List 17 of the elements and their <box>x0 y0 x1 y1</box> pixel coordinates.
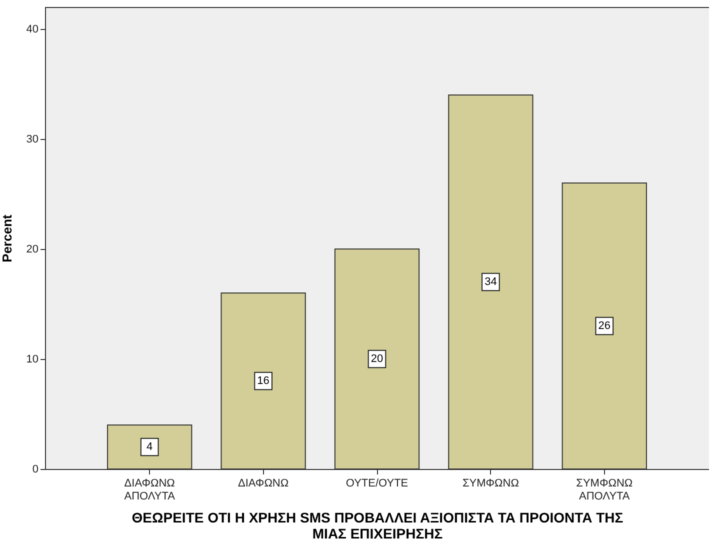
x-tick-label: ΣΥΜΦΩΝΩ <box>462 478 519 490</box>
y-tick-label: 30 <box>26 134 38 146</box>
y-tick-label: 20 <box>26 244 38 256</box>
data-label: 20 <box>370 353 384 365</box>
x-tick-label: ΔΙΑΦΩΝΩ <box>238 478 289 490</box>
x-tick-label: ΣΥΜΦΩΝΩ ΑΠΟΛΥΤΑ <box>576 478 633 502</box>
data-label: 4 <box>146 441 153 453</box>
y-tick-label: 10 <box>26 354 38 366</box>
data-label: 34 <box>484 276 497 288</box>
x-tick-label: ΔΙΑΦΩΝΩ ΑΠΟΛΥΤΑ <box>124 478 176 502</box>
x-axis-title: ΘΕΩΡΕΙΤΕ ΟΤΙ Η ΧΡΗΣΗ SMS ΠΡΟΒΑΛΛΕΙ ΑΞΙΟΠΙΣΤΑ ΤΑ ΠΡΟΙΟΝΤΑ ΤΗΣ ΜΙΑΣ ΕΠΙΧΕΙΡΗΣΗΣ <box>132 510 624 542</box>
y-tick-label: 0 <box>32 464 38 476</box>
x-tick-label: ΟΥΤΕ/ΟΥΤΕ <box>346 478 408 490</box>
y-axis-title: Percent <box>0 214 14 262</box>
data-label: 26 <box>598 320 611 332</box>
data-label: 16 <box>257 375 270 387</box>
y-tick-label: 40 <box>26 24 38 36</box>
